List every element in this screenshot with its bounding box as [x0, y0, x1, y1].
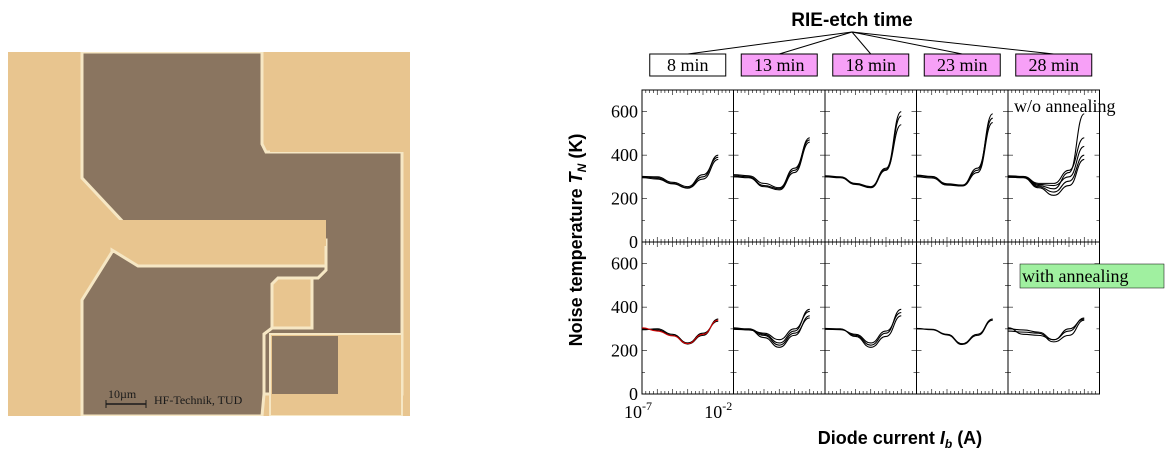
metal-upper-right	[270, 52, 410, 152]
series-line	[916, 122, 994, 187]
y-tick-label: 600	[611, 102, 638, 122]
chart: RIE-etch time 8 min 13 min 18 min 23 min 28 …	[560, 0, 1168, 452]
y-tick-label: 0	[629, 384, 638, 404]
series-line	[733, 310, 810, 341]
series-line	[733, 137, 810, 190]
panel-frame	[641, 241, 734, 395]
series-line	[1007, 319, 1085, 343]
series-line	[641, 319, 719, 345]
series-line	[1007, 158, 1085, 196]
column-labels: 8 min 13 min 18 min 23 min 28 min	[649, 31, 1093, 77]
chart-title: RIE-etch time	[791, 10, 912, 31]
y-tick-label: 0	[629, 232, 638, 252]
y-tick-label: 200	[611, 189, 638, 209]
panel-frame	[733, 89, 826, 243]
panel	[916, 89, 1009, 243]
series-line	[916, 117, 994, 186]
title-connector-line	[851, 31, 872, 55]
row-label: w/o annealing	[1014, 96, 1115, 116]
y-tick-label: 400	[611, 297, 638, 317]
y-tick-label: 600	[611, 254, 638, 274]
series-line	[733, 139, 810, 189]
panel-frame	[641, 89, 734, 243]
row-labels: w/o annealing with annealing	[1014, 96, 1165, 289]
title-connector-line	[851, 31, 1054, 55]
x-axis: 10-7 10-2	[624, 399, 732, 422]
series-line	[824, 315, 902, 348]
substrate-lower	[80, 247, 328, 418]
title-connector-line	[687, 31, 853, 55]
scale-bar-label: 10µm	[108, 387, 137, 401]
micrograph-credit: HF-Technik, TUD	[154, 393, 243, 407]
chart-svg: RIE-etch time 8 min 13 min 18 min 23 min 28 …	[566, 10, 1165, 451]
panel	[641, 241, 734, 395]
series-line	[1007, 113, 1085, 190]
panel-frame	[916, 241, 1009, 395]
y-tick-label: 400	[611, 145, 638, 165]
column-label: 18 min	[845, 55, 896, 75]
series-line	[641, 158, 719, 189]
series-line	[824, 111, 902, 188]
metal-finger	[8, 216, 326, 252]
series-line	[824, 312, 902, 344]
series-line	[824, 308, 902, 346]
panel	[733, 89, 826, 243]
micrograph: 10µm HF-Technik, TUD	[8, 50, 410, 418]
series-line	[733, 317, 810, 346]
series-line	[641, 154, 719, 189]
column-label: 13 min	[754, 55, 805, 75]
row-label-box	[1019, 263, 1165, 289]
panel-grid: w/o annealing with annealing	[641, 89, 1165, 395]
series-line	[824, 124, 902, 188]
column-label: 28 min	[1028, 55, 1079, 75]
panel	[641, 89, 734, 243]
series-line	[641, 320, 719, 344]
micrograph-image: 10µm HF-Technik, TUD	[8, 50, 410, 418]
panel	[824, 89, 917, 243]
series-line	[916, 319, 993, 346]
series-line	[641, 156, 719, 188]
panel	[824, 241, 917, 395]
panel	[1007, 241, 1100, 395]
title-connector-line	[779, 31, 853, 55]
row-label: with annealing	[1022, 266, 1128, 286]
y-tick-label: 200	[611, 341, 638, 361]
column-label: 23 min	[937, 55, 988, 75]
title-connector-line	[851, 31, 963, 55]
panel	[733, 241, 826, 395]
column-label: 8 min	[667, 55, 709, 75]
x-axis-label: Diode current Ib (A)	[818, 428, 982, 451]
series-line	[1007, 317, 1085, 341]
panel-frame	[824, 89, 917, 243]
x-tick-label: 10-2	[704, 399, 732, 422]
panel-frame	[733, 241, 826, 395]
panel-frame	[916, 89, 1009, 243]
series-line	[916, 113, 994, 187]
x-tick-label: 10-7	[624, 399, 652, 422]
series-line	[733, 141, 810, 191]
substrate-lower-right	[272, 336, 338, 394]
panel-frame	[824, 241, 917, 395]
y-axis-label: Noise temperature TN (K)	[566, 134, 589, 347]
panel	[916, 241, 1009, 395]
